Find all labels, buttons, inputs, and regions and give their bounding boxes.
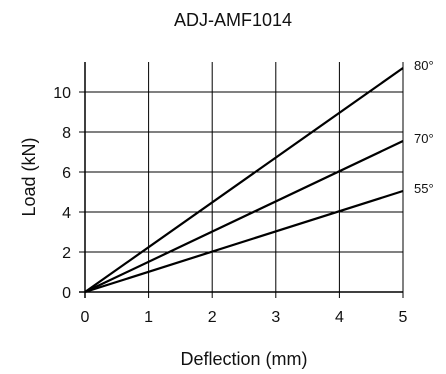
tick-labels: 0 1 2 3 4 5 0 2 4 6 8 10 — [53, 85, 407, 326]
series-line-2 — [84, 189, 404, 294]
x-tick-label: 2 — [208, 309, 217, 326]
grid — [85, 62, 404, 292]
x-tick-label: 1 — [144, 309, 153, 326]
axes — [79, 62, 404, 298]
x-tick-label: 4 — [335, 309, 344, 326]
y-tick-label: 6 — [62, 165, 71, 182]
series-lines — [84, 67, 404, 294]
x-tick-label: 3 — [271, 309, 280, 326]
y-tick-label: 8 — [62, 125, 71, 142]
chart-title: ADJ-AMF1014 — [174, 10, 292, 30]
x-tick-label: 0 — [81, 309, 90, 326]
series-line-1 — [84, 140, 404, 293]
series-labels: 80° 70° 55° — [414, 58, 434, 196]
series-label-2: 55° — [414, 181, 434, 196]
x-tick-label: 5 — [399, 309, 408, 326]
y-tick-label: 10 — [53, 85, 71, 102]
x-axis-title: Deflection (mm) — [180, 349, 307, 369]
y-tick-label: 0 — [62, 285, 71, 302]
series-label-0: 80° — [414, 58, 434, 73]
y-axis-title: Load (kN) — [19, 137, 39, 216]
y-tick-label: 2 — [62, 245, 71, 262]
y-tick-label: 4 — [62, 205, 71, 222]
series-line-0 — [84, 67, 404, 293]
series-label-1: 70° — [414, 131, 434, 146]
